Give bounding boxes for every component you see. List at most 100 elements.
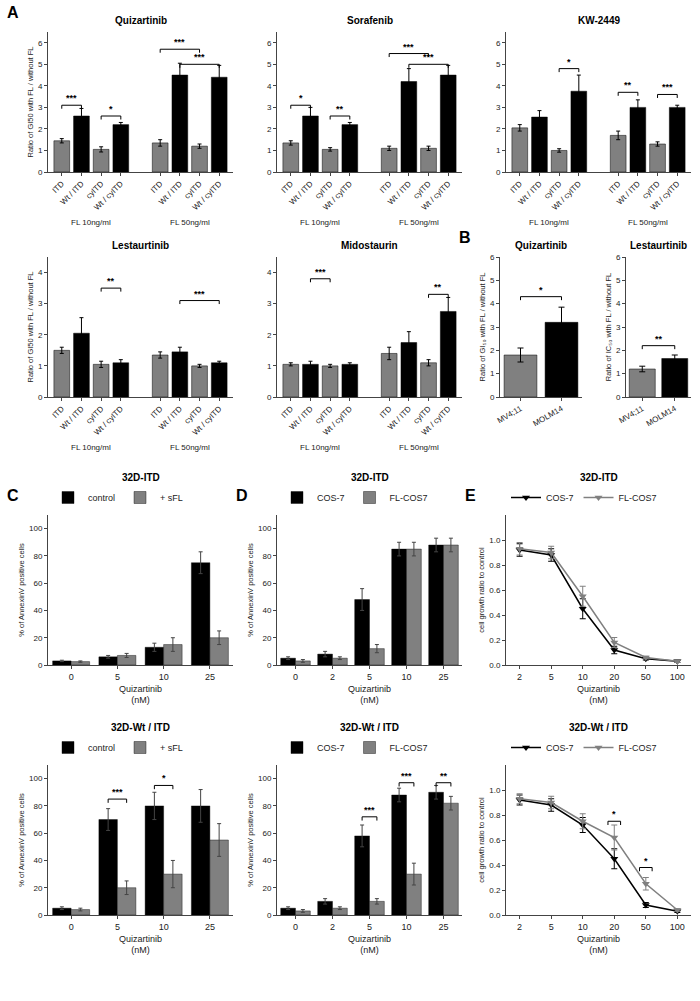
svg-text:Lestaurtinib: Lestaurtinib (630, 240, 687, 251)
svg-text:0.6: 0.6 (489, 586, 501, 595)
svg-text:***: *** (174, 37, 185, 47)
svg-text:FL 50ng/ml: FL 50ng/ml (399, 443, 439, 452)
svg-text:32D-ITD: 32D-ITD (122, 472, 160, 483)
svg-text:32D-Wt / ITD: 32D-Wt / ITD (111, 722, 170, 733)
svg-text:25: 25 (205, 922, 215, 932)
svg-text:4: 4 (38, 268, 43, 277)
svg-text:***: *** (194, 289, 205, 299)
svg-text:Wt / cyITD: Wt / cyITD (92, 179, 125, 212)
svg-text:ITD: ITD (378, 404, 394, 420)
svg-text:Wt / cyITD: Wt / cyITD (92, 404, 125, 437)
svg-text:100: 100 (29, 774, 43, 783)
svg-text:5: 5 (496, 60, 501, 69)
svg-text:5: 5 (115, 922, 120, 932)
svg-text:2: 2 (517, 672, 522, 682)
svg-text:0.6: 0.6 (489, 836, 501, 845)
svg-text:Wt / cyITD: Wt / cyITD (191, 404, 224, 437)
svg-text:Ratio of GI50 with FL / withou: Ratio of GI50 with FL / without FL (26, 271, 35, 382)
svg-text:ITD: ITD (149, 404, 165, 420)
svg-text:0: 0 (69, 672, 74, 682)
svg-text:80: 80 (262, 552, 271, 561)
svg-text:0: 0 (267, 393, 272, 402)
svg-text:control: control (88, 493, 115, 503)
svg-text:COS-7: COS-7 (317, 743, 345, 753)
svg-text:5: 5 (490, 276, 495, 285)
svg-text:cyITD: cyITD (641, 179, 662, 200)
svg-text:FL 50ng/ml: FL 50ng/ml (399, 218, 439, 227)
svg-text:MOLM14: MOLM14 (645, 404, 678, 429)
svg-text:Ratio of GI₅₀ with FL / withou: Ratio of GI₅₀ with FL / without FL (478, 273, 487, 382)
svg-text:0: 0 (38, 661, 43, 670)
svg-text:Wt / ITD: Wt / ITD (288, 179, 315, 206)
svg-text:Wt / ITD: Wt / ITD (157, 179, 184, 206)
svg-text:FL-COS7: FL-COS7 (619, 743, 657, 753)
svg-text:Wt / ITD: Wt / ITD (386, 404, 413, 431)
svg-text:6: 6 (490, 253, 495, 262)
svg-text:1.0: 1.0 (489, 536, 501, 545)
svg-text:1: 1 (267, 146, 272, 155)
svg-text:Wt / cyITD: Wt / cyITD (550, 179, 583, 212)
svg-text:0: 0 (293, 922, 298, 932)
svg-text:3: 3 (267, 103, 272, 112)
svg-text:5: 5 (616, 276, 621, 285)
svg-text:control: control (88, 743, 115, 753)
svg-text:***: *** (401, 771, 412, 781)
svg-text:2: 2 (330, 922, 335, 932)
svg-text:4: 4 (490, 299, 495, 308)
svg-text:1: 1 (267, 362, 272, 371)
svg-text:cyITD: cyITD (412, 179, 433, 200)
svg-text:5: 5 (367, 922, 372, 932)
svg-text:Wt / ITD: Wt / ITD (615, 179, 642, 206)
svg-text:Wt / cyITD: Wt / cyITD (321, 404, 354, 437)
svg-text:6: 6 (496, 39, 501, 48)
svg-text:Quizartinib(nM): Quizartinib(nM) (577, 684, 620, 706)
svg-text:***: *** (112, 787, 123, 797)
svg-text:100: 100 (258, 774, 272, 783)
svg-text:**: ** (624, 80, 632, 90)
svg-text:0.0: 0.0 (489, 661, 501, 670)
svg-text:1: 1 (616, 369, 621, 378)
svg-text:C: C (7, 487, 19, 504)
svg-text:***: *** (315, 267, 326, 277)
svg-text:20: 20 (33, 884, 42, 893)
svg-text:60: 60 (33, 829, 42, 838)
svg-text:FL 50ng/ml: FL 50ng/ml (170, 443, 210, 452)
svg-text:Wt / ITD: Wt / ITD (517, 179, 544, 206)
svg-text:ITD: ITD (280, 404, 296, 420)
svg-text:0.8: 0.8 (489, 561, 501, 570)
svg-text:***: *** (423, 52, 434, 62)
svg-text:*: * (612, 809, 616, 819)
svg-text:**: ** (107, 276, 115, 286)
svg-text:0: 0 (38, 911, 43, 920)
svg-text:1.0: 1.0 (489, 786, 501, 795)
svg-text:0: 0 (267, 168, 272, 177)
svg-text:Wt / ITD: Wt / ITD (386, 179, 413, 206)
svg-text:cyITD: cyITD (313, 404, 334, 425)
svg-text:Wt / ITD: Wt / ITD (59, 404, 86, 431)
svg-text:4: 4 (267, 268, 272, 277)
svg-text:% of AnnexinV positive cells: % of AnnexinV positive cells (17, 793, 26, 887)
svg-text:FL-COS7: FL-COS7 (390, 743, 428, 753)
svg-text:cyITD: cyITD (84, 179, 105, 200)
svg-text:60: 60 (262, 579, 271, 588)
svg-text:Quizartinib: Quizartinib (115, 15, 167, 26)
svg-text:80: 80 (33, 802, 42, 811)
svg-text:MOLM14: MOLM14 (532, 404, 565, 429)
svg-text:40: 40 (33, 856, 42, 865)
svg-text:60: 60 (262, 829, 271, 838)
svg-text:FL 10ng/ml: FL 10ng/ml (300, 218, 340, 227)
svg-text:32D-ITD: 32D-ITD (580, 472, 618, 483)
svg-text:cyITD: cyITD (412, 404, 433, 425)
svg-text:***: *** (194, 52, 205, 62)
svg-text:Midostaurin: Midostaurin (341, 240, 398, 251)
svg-text:2: 2 (616, 346, 621, 355)
svg-text:20: 20 (262, 884, 271, 893)
svg-text:3: 3 (267, 299, 272, 308)
svg-text:ITD: ITD (51, 179, 67, 195)
svg-text:0: 0 (293, 672, 298, 682)
svg-text:COS-7: COS-7 (546, 493, 574, 503)
svg-text:1: 1 (490, 369, 495, 378)
svg-text:COS-7: COS-7 (546, 743, 574, 753)
svg-text:Lestaurtinib: Lestaurtinib (112, 240, 169, 251)
svg-text:20: 20 (262, 634, 271, 643)
